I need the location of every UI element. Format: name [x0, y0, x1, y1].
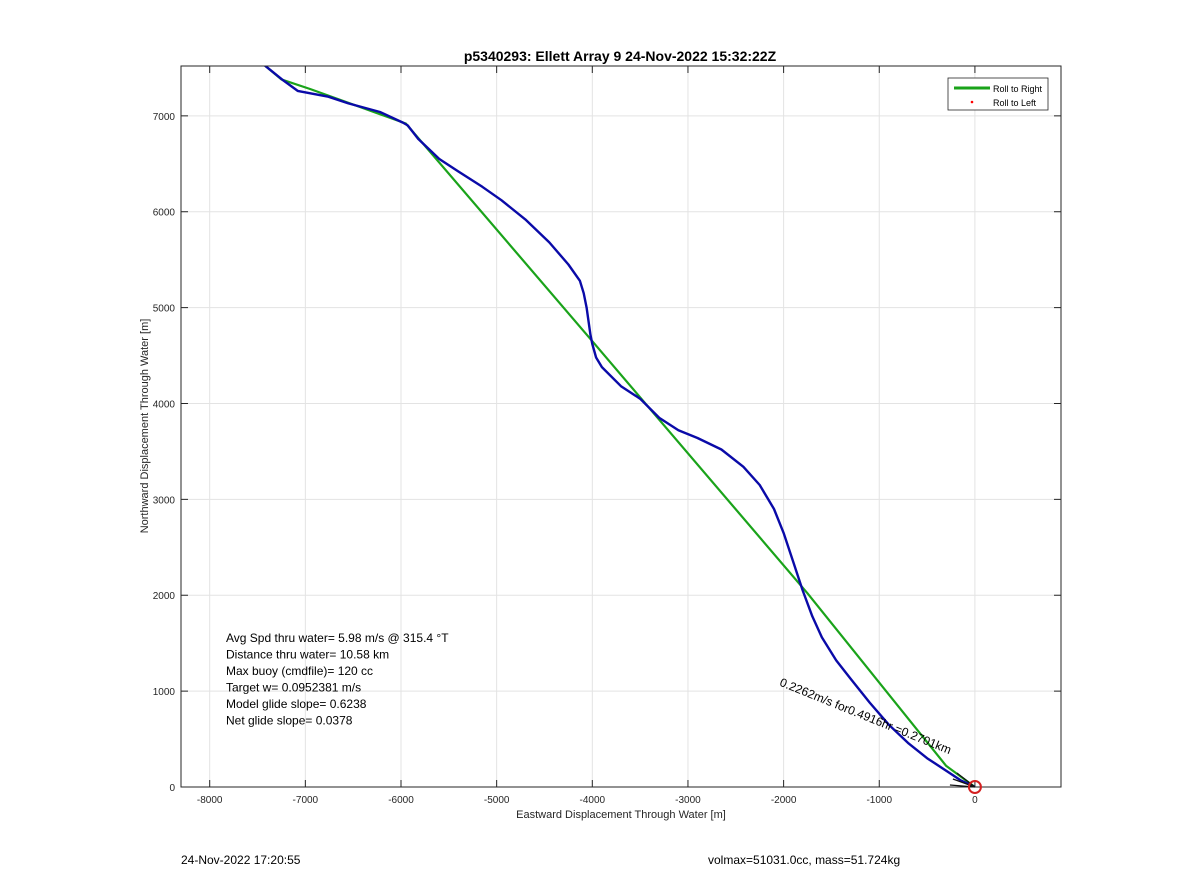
y-axis-label: Northward Displacement Through Water [m] [139, 319, 151, 534]
y-tick-label-1: 1000 [153, 687, 176, 698]
x-axis-label: Eastward Displacement Through Water [m] [516, 809, 726, 821]
x-tick-label-6: -2000 [771, 795, 797, 806]
footer-timestamp: 24-Nov-2022 17:20:55 [181, 853, 301, 867]
x-tick-label-3: -5000 [484, 795, 510, 806]
x-tick-label-1: -7000 [293, 795, 319, 806]
y-tick-label-2: 2000 [153, 591, 176, 602]
x-tick-label-7: -1000 [866, 795, 892, 806]
current-vector-arrows [949, 772, 976, 788]
annotation-line-3: Target w= 0.0952381 m/s [226, 681, 361, 695]
series-track-line [263, 66, 976, 787]
annotation-line-1: Distance thru water= 10.58 km [226, 648, 389, 662]
x-axis-ticks: -8000 -7000 -6000 -5000 -4000 -3000 -2000 -1000… [197, 66, 978, 806]
y-tick-label-4: 4000 [153, 399, 176, 410]
plot-area-border [180, 65, 1062, 788]
x-tick-label-4: -4000 [580, 795, 606, 806]
y-tick-label-7: 7000 [153, 112, 176, 123]
grid [181, 66, 1061, 788]
annotation-line-0: Avg Spd thru water= 5.98 m/s @ 315.4 °T [226, 631, 449, 645]
legend-label-roll-left: Roll to Left [993, 98, 1037, 108]
y-tick-label-6: 6000 [153, 208, 176, 219]
y-tick-label-0: 0 [169, 783, 175, 794]
series-layer [263, 66, 976, 787]
y-tick-label-5: 5000 [153, 304, 176, 315]
x-tick-label-0: -8000 [197, 795, 223, 806]
legend-box [947, 77, 1049, 111]
chart-title: p5340293: Ellett Array 9 24-Nov-2022 15:… [464, 48, 777, 64]
series-roll-to-right-line [263, 66, 976, 787]
x-tick-label-5: -3000 [675, 795, 701, 806]
legend-label-roll-right: Roll to Right [993, 84, 1043, 94]
annotation-line-2: Max buoy (cmdfile)= 120 cc [226, 664, 373, 678]
annotation-line-5: Net glide slope= 0.0378 [226, 714, 353, 728]
footer-vehicle-info: volmax=51031.0cc, mass=51.724kg [708, 853, 901, 867]
annotation-line-4: Model glide slope= 0.6238 [226, 697, 367, 711]
x-tick-label-2: -6000 [388, 795, 414, 806]
legend-swatch-roll-left [970, 100, 974, 104]
end-position-marker [967, 780, 982, 794]
x-tick-label-8: 0 [972, 795, 978, 806]
y-tick-label-3: 3000 [153, 495, 176, 506]
y-axis-ticks: 0 1000 2000 3000 4000 5000 6000 7000 [153, 112, 1061, 794]
current-label: 0.2262m/s for0.4916hr =0.2701km [778, 675, 954, 757]
legend: Roll to Right Roll to Left [947, 77, 1049, 111]
stats-annotations: Avg Spd thru water= 5.98 m/s @ 315.4 °T D… [226, 631, 449, 728]
